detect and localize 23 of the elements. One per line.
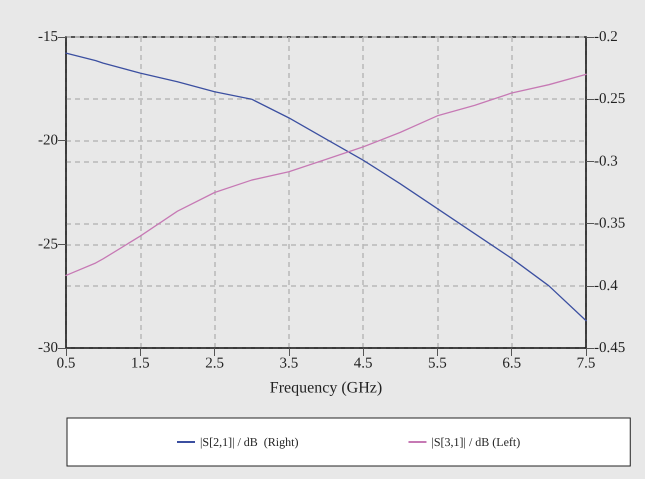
y2-tick-label: -0.45 — [594, 340, 626, 356]
line-series — [65, 52, 587, 322]
legend-label: |S[3,1]| / dB (Left) — [431, 435, 520, 449]
x-tick-label: 7.5 — [576, 356, 596, 372]
y-tick-label: -30 — [38, 340, 58, 356]
y2-tick-label: -0.25 — [594, 91, 626, 108]
x-tick-label: 1.5 — [130, 356, 150, 372]
x-tick-label: 5.5 — [428, 356, 447, 372]
line-series — [65, 74, 587, 276]
legend-label: |S[2,1]| / dB (Right) — [200, 435, 298, 449]
x-tick-label: 4.5 — [354, 356, 373, 372]
y2-tick-label: -0.2 — [594, 29, 618, 45]
y2-tick-label: -0.3 — [594, 153, 618, 170]
x-axis-title: Frequency (GHz) — [270, 380, 382, 396]
y-tick-label: -25 — [38, 236, 58, 252]
y-tick-label: -20 — [38, 132, 58, 149]
y-tick-label: -15 — [38, 29, 58, 45]
x-tick-label: 6.5 — [502, 356, 522, 372]
x-tick-label: 0.5 — [56, 356, 76, 372]
x-tick-label: 3.5 — [279, 356, 298, 372]
y2-tick-label: -0.35 — [594, 216, 626, 232]
y2-tick-label: -0.4 — [594, 278, 618, 294]
x-tick-label: 2.5 — [205, 356, 224, 372]
